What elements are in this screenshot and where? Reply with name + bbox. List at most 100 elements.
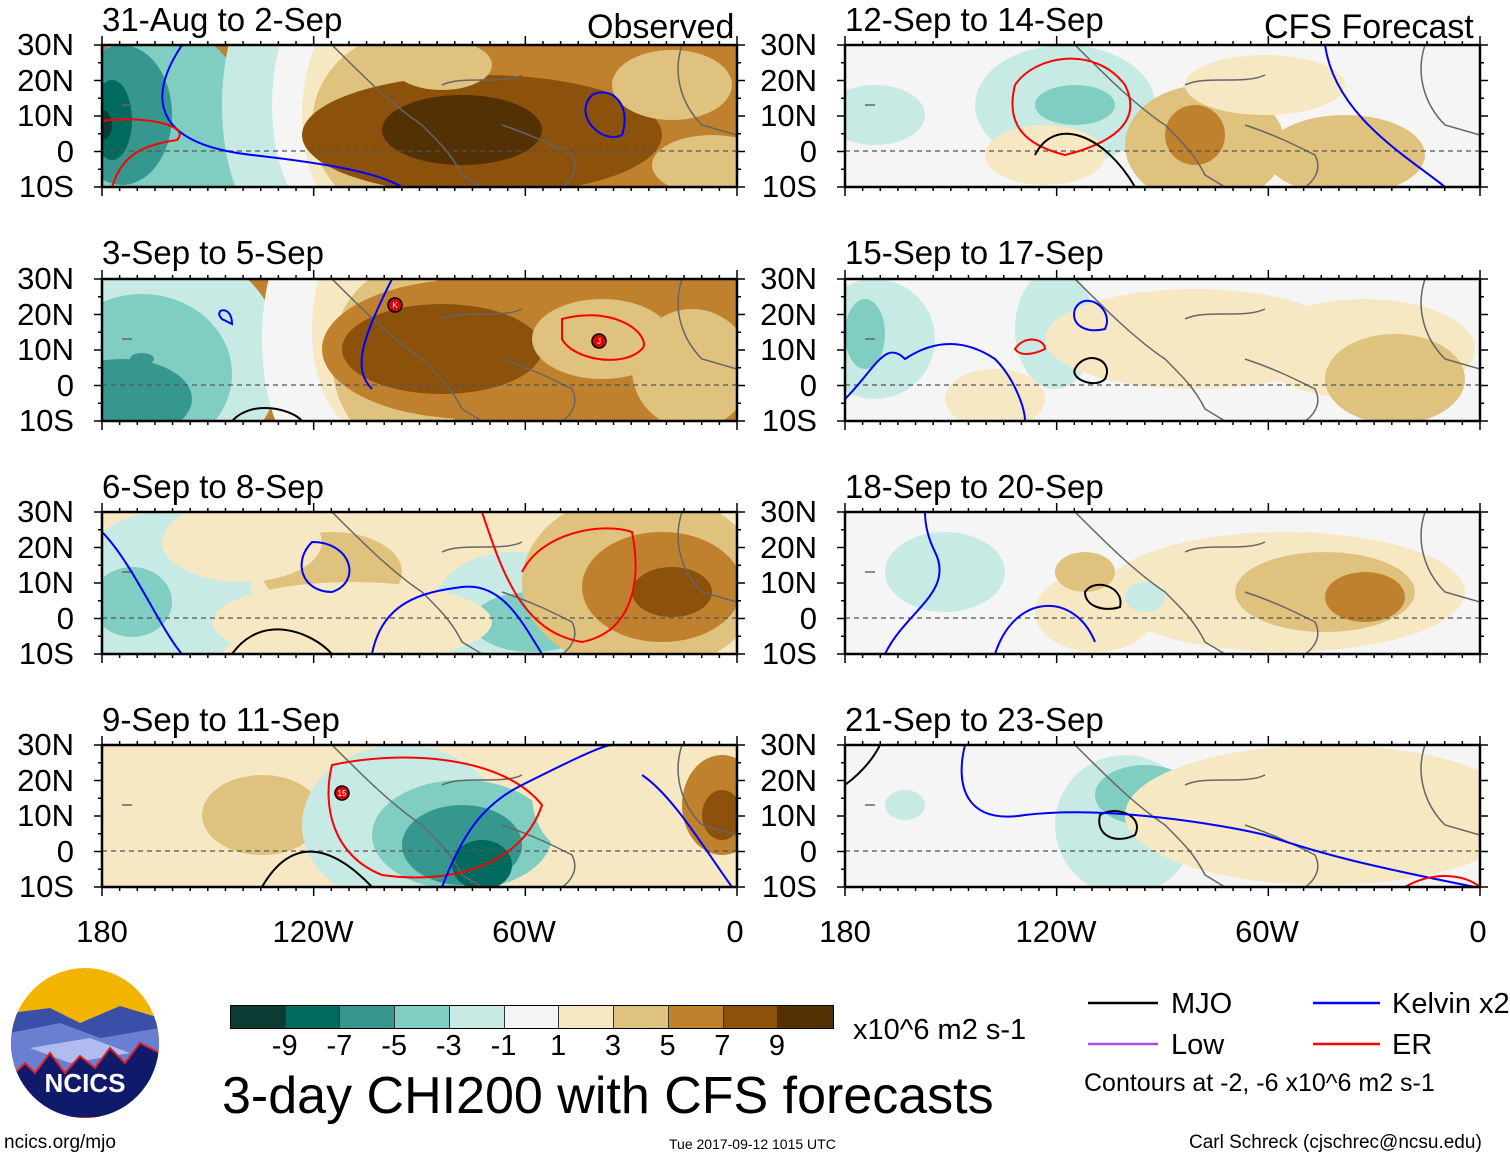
lat-label: 10S (18, 869, 74, 904)
colorbar-swatch (559, 1006, 615, 1028)
wave-contour (300, 540, 351, 594)
lat-label: 10S (761, 169, 817, 204)
chi200-anomaly-region (130, 353, 154, 365)
colorbar-label: 9 (768, 1030, 786, 1062)
colorbar-label: -3 (435, 1030, 462, 1062)
lat-label: 0 (799, 833, 817, 869)
colorbar-swatch (395, 1006, 450, 1028)
tropical-storm-icon: K (387, 297, 403, 313)
chi200-anomaly-region (845, 85, 925, 145)
timestamp: Tue 2017-09-12 1015 UTC (669, 1136, 836, 1152)
wave-contour (231, 628, 333, 654)
lat-label: 10S (761, 869, 817, 904)
chi200-anomaly-region (342, 304, 542, 394)
svg-text:K: K (392, 301, 398, 310)
chi200-anomaly-region (1325, 572, 1405, 622)
wave-contour (1034, 132, 1136, 187)
wave-contour (1011, 57, 1132, 157)
colorbar-label: -7 (326, 1030, 353, 1062)
chi200-anomaly-region (382, 95, 542, 165)
panel-title: 15-Sep to 17-Sep (845, 234, 1104, 271)
lat-label: 20N (760, 62, 817, 98)
lat-label: 0 (56, 600, 74, 636)
tropical-storm-icon: 15 (334, 785, 350, 801)
wave-contour (884, 512, 941, 654)
chi200-anomaly-region (945, 369, 1045, 421)
map-panel (837, 36, 1488, 196)
tropical-storm-icon: J (591, 333, 607, 349)
logo-text: NCICS (45, 1068, 126, 1098)
lon-label-180-left: 180 (76, 914, 128, 949)
colorbar-swatch (723, 1006, 779, 1028)
lon-label-60w-right: 60W (1235, 914, 1299, 949)
chi200-anomaly-region (452, 840, 512, 887)
lat-label: 20N (17, 296, 74, 332)
wave-contour (360, 279, 393, 390)
map-panel (94, 503, 745, 663)
chi200-anomaly-region (102, 359, 192, 421)
wave-contour (584, 91, 626, 138)
chi200-anomaly-region (652, 135, 737, 187)
wave-contour (1073, 357, 1108, 385)
lat-label: 10N (760, 98, 817, 133)
colorbar-swatch (778, 1006, 834, 1028)
wave-contour (441, 745, 613, 887)
chi200-anomaly-region (632, 309, 737, 421)
lat-label: 20N (760, 529, 817, 565)
lon-label-120w-right: 120W (1015, 914, 1097, 949)
ncics-logo: NCICS (11, 968, 159, 1118)
lat-label: 0 (56, 833, 74, 869)
lon-label-0-right: 0 (1469, 914, 1487, 949)
chi200-anomaly-region (1185, 55, 1345, 115)
chi200-anomaly-region (885, 790, 925, 820)
figure-title: 3-day CHI200 with CFS forecasts (222, 1067, 994, 1125)
lat-label: 10N (17, 332, 74, 367)
website-link[interactable]: ncics.org/mjo (4, 1132, 116, 1153)
wave-contour (1073, 299, 1108, 332)
colorbar-label: 3 (604, 1030, 621, 1062)
lat-label: 20N (760, 296, 817, 332)
author-credit: Carl Schreck (cjschrec@ncsu.edu) (1189, 1132, 1482, 1153)
lat-label: 10N (760, 565, 817, 600)
colorbar-label: 5 (659, 1030, 676, 1062)
lat-label: 30N (17, 727, 74, 762)
lat-label: 10N (17, 565, 74, 600)
panel-title: 21-Sep to 23-Sep (845, 701, 1104, 738)
coastline (122, 745, 737, 887)
wave-contour (231, 407, 303, 421)
panel-title: 18-Sep to 20-Sep (845, 468, 1104, 505)
lat-label: 10S (18, 636, 74, 671)
lat-label: 10S (18, 169, 74, 204)
colorbar-label: -1 (490, 1030, 517, 1062)
wave-contour (481, 512, 637, 644)
panel-title: 12-Sep to 14-Sep (845, 1, 1104, 38)
lat-label: 20N (17, 62, 74, 98)
colorbar-swatch (231, 1006, 286, 1028)
observed-label: Observed (587, 8, 735, 46)
map-panel (837, 736, 1488, 896)
lat-label: 30N (760, 727, 817, 762)
chi200-anomaly-region (1125, 582, 1165, 612)
panel-title: 31-Aug to 2-Sep (102, 1, 343, 38)
lat-label: 20N (17, 529, 74, 565)
lon-label-120w-left: 120W (272, 914, 354, 949)
legend-mjo-label: MJO (1171, 988, 1233, 1020)
chi200-anomaly-region (1035, 85, 1115, 125)
colorbar-label: -5 (381, 1030, 407, 1062)
map-panel: 15 (94, 736, 745, 896)
panel-title: 9-Sep to 11-Sep (102, 701, 340, 738)
wave-contour (845, 745, 881, 786)
lat-label: 10S (761, 403, 817, 438)
lat-label: 0 (799, 133, 817, 169)
lat-label: 10S (18, 403, 74, 438)
wave-contour (102, 531, 183, 654)
lat-label: 30N (17, 494, 74, 529)
wave-contour (102, 118, 181, 187)
chi200-anomaly-region (202, 775, 322, 855)
lon-label-0-left: 0 (726, 914, 744, 949)
legend-lines (1088, 1001, 1380, 1046)
map-panel (837, 270, 1488, 430)
panel-title: 3-Sep to 5-Sep (102, 234, 324, 271)
wave-contour (1083, 583, 1122, 610)
